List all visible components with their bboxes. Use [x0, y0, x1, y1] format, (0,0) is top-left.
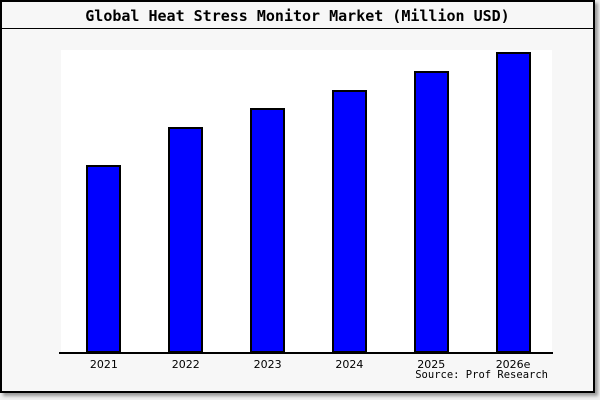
x-tick-label-2024: 2024	[335, 358, 364, 371]
chart-title: Global Heat Stress Monitor Market (Milli…	[85, 7, 510, 25]
bar-2024	[331, 90, 367, 353]
x-tick-label-2026e: 2026e	[495, 358, 531, 371]
bar-2026e	[495, 52, 531, 353]
x-tick-label-2025: 2025	[417, 358, 446, 371]
source-note: Source: Prof Research	[415, 369, 548, 381]
bar-2022	[168, 127, 204, 353]
x-tick-label-2021: 2021	[89, 358, 118, 371]
x-tick-label-2022: 2022	[171, 358, 200, 371]
bar-2023	[250, 108, 286, 353]
title-band: Global Heat Stress Monitor Market (Milli…	[2, 2, 593, 29]
plot-area	[61, 50, 552, 353]
bar-2025	[413, 71, 449, 353]
chart-frame: Global Heat Stress Monitor Market (Milli…	[0, 0, 595, 393]
x-tick-label-2023: 2023	[253, 358, 282, 371]
bar-2021	[86, 165, 122, 353]
x-axis-line	[59, 352, 553, 354]
